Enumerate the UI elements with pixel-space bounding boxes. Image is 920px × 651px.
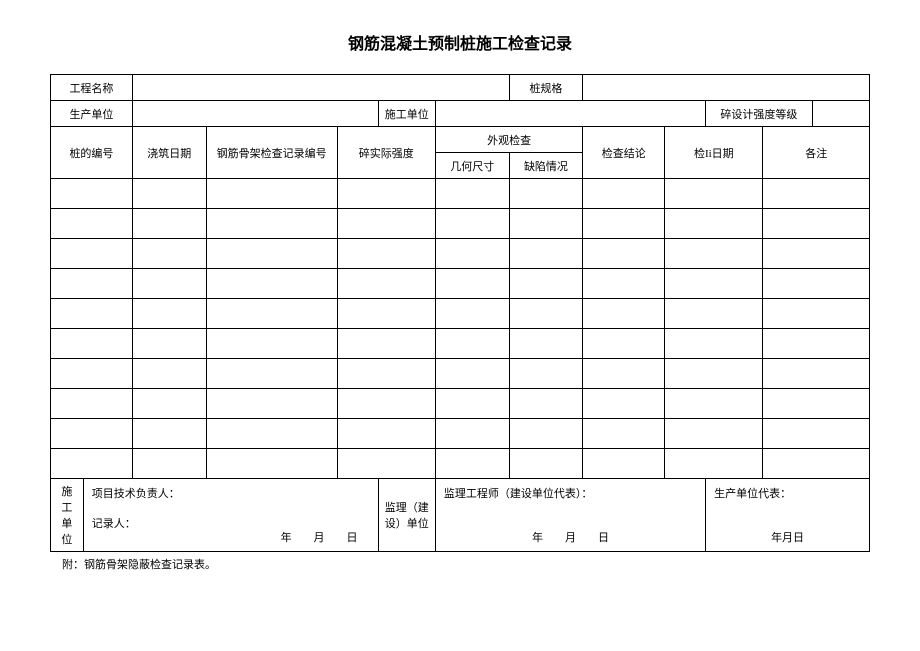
date-ymd-2: 年 月 日 [532,529,609,545]
table-row [51,209,870,239]
appendix-note: 附：钢筋骨架隐蔽检查记录表。 [50,556,870,572]
col-appearance: 外观检查 [435,127,582,153]
table-row [51,179,870,209]
table-row [51,239,870,269]
table-row [51,389,870,419]
label-pile-spec: 桩规格 [509,75,583,101]
col-pour-date: 浇筑日期 [132,127,206,179]
footer-supervisor-label: 监理（建设）单位 [378,479,435,552]
supervisor-rep-label: 监理工程师（建设单位代表）： [444,485,697,501]
value-strength-grade [812,101,869,127]
date-short: 年月日 [771,529,804,545]
table-row [51,419,870,449]
table-row [51,269,870,299]
table-row [51,329,870,359]
col-actual-strength: 碎实际强度 [337,127,435,179]
producer-rep-label: 生产单位代表： [714,485,861,501]
label-constructor: 施工单位 [378,101,435,127]
col-pile-no: 桩的编号 [51,127,133,179]
col-check-date: 检Ii日期 [665,127,763,179]
value-pile-spec [583,75,870,101]
table-row [51,299,870,329]
value-constructor [435,101,705,127]
form-title: 钢筋混凝土预制桩施工检查记录 [50,30,870,54]
col-conclusion: 检查结论 [583,127,665,179]
table-row [51,359,870,389]
footer-producer-sign: 生产单位代表： 年月日 [706,479,870,552]
tech-lead-label: 项目技术负责人： [92,485,370,501]
label-strength-grade: 碎设计强度等级 [706,101,812,127]
col-geometry: 几何尺寸 [435,153,509,179]
label-project-name: 工程名称 [51,75,133,101]
value-producer [132,101,378,127]
date-ymd-1: 年 月 日 [281,529,358,545]
footer-constructor-sign: 项目技术负责人： 记录人： 年 月 日 [83,479,378,552]
value-project-name [132,75,509,101]
col-remark: 各注 [763,127,870,179]
col-defect: 缺陷情况 [509,153,583,179]
label-producer: 生产单位 [51,101,133,127]
inspection-table: 工程名称 桩规格 生产单位 施工单位 碎设计强度等级 桩的编号 浇筑日期 钢筋骨… [50,74,870,552]
col-rebar-record: 钢筋骨架检查记录编号 [206,127,337,179]
table-row [51,449,870,479]
footer-constructor-label: 施工单位 [51,479,84,552]
footer-supervisor-sign: 监理工程师（建设单位代表）： 年 月 日 [435,479,705,552]
